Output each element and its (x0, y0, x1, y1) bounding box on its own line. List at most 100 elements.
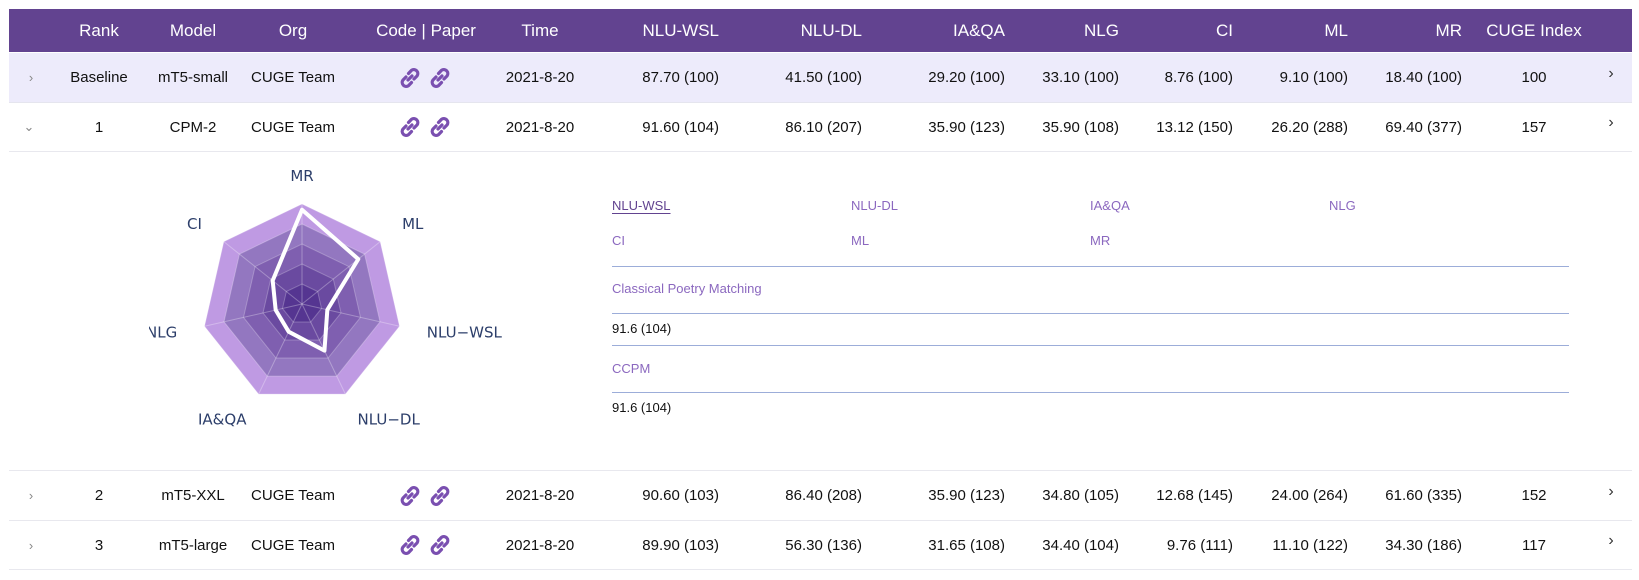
header-code-paper: Code | Paper (376, 20, 476, 40)
header-cuge-index[interactable]: CUGE Index (1486, 20, 1582, 40)
cell-links (397, 103, 453, 151)
divider (612, 392, 1569, 393)
cell-nlu-wsl: 90.60 (103) (642, 487, 719, 504)
header-nlu-wsl[interactable]: NLU-WSL (642, 20, 719, 40)
cell-time: 2021-8-20 (505, 487, 575, 504)
radar-axis-label: CI (187, 215, 202, 233)
detail-tab-ia-qa[interactable]: IA&QA (1090, 198, 1130, 213)
row-detail-panel: MR ML NLU−WSL NLU−DL IA&QA NLG CI NLU-WSL NLU-… (9, 152, 1632, 471)
cell-cuge-index: 152 (1521, 487, 1547, 504)
header-mr[interactable]: MR (1435, 20, 1462, 40)
divider (612, 266, 1569, 267)
cell-time: 2021-8-20 (505, 118, 575, 136)
cell-rank: Baseline (70, 69, 128, 86)
radar-series-line (270, 207, 361, 353)
paper-link-icon[interactable] (427, 114, 453, 140)
cell-mr: 69.40 (377) (1385, 118, 1462, 136)
cell-model: mT5-small (158, 69, 228, 86)
chevron-right-icon[interactable]: › (1608, 65, 1614, 82)
dataset-value: 91.6 (104) (612, 400, 672, 415)
code-link-icon[interactable] (397, 65, 423, 91)
detail-tab-nlu-wsl[interactable]: NLU-WSL (612, 198, 671, 213)
cell-mr: 34.30 (186) (1385, 536, 1462, 554)
chevron-right-icon[interactable]: › (1608, 483, 1614, 500)
cell-org: CUGE Team (251, 118, 335, 136)
header-ml[interactable]: ML (1324, 20, 1348, 40)
header-rank[interactable]: Rank (79, 20, 119, 40)
cell-ia-qa: 29.20 (100) (928, 69, 1005, 86)
radar-axis-label: NLU−DL (358, 410, 421, 428)
radar-axis-label: MR (290, 167, 313, 185)
cell-ia-qa: 35.90 (123) (928, 487, 1005, 504)
cell-ml: 11.10 (122) (1272, 536, 1348, 554)
radar-ring (281, 283, 323, 323)
detail-tab-ci[interactable]: CI (612, 233, 625, 248)
cell-ci: 9.76 (111) (1166, 536, 1233, 554)
table-row[interactable]: ⌄ 1 CPM-2 CUGE Team 2021-8-20 91.60 (104… (9, 103, 1632, 152)
detail-tab-mr[interactable]: MR (1090, 233, 1111, 248)
cell-ia-qa: 31.65 (108) (928, 536, 1005, 554)
cell-nlu-wsl: 91.60 (104) (642, 118, 719, 136)
cell-model: mT5-large (158, 536, 228, 554)
cell-mr: 18.40 (100) (1385, 69, 1462, 86)
paper-link-icon[interactable] (427, 483, 453, 509)
detail-tab-nlg[interactable]: NLG (1329, 198, 1356, 213)
radar-spoke (301, 241, 381, 305)
cell-mr: 61.60 (335) (1385, 487, 1462, 504)
cell-model: mT5-XXL (161, 487, 225, 504)
table-header: Rank Model Org Code | Paper Time NLU-WSL… (9, 9, 1632, 52)
cell-rank: 2 (94, 487, 104, 504)
cell-model: CPM-2 (169, 118, 217, 136)
cell-org: CUGE Team (251, 69, 335, 86)
code-link-icon[interactable] (397, 114, 423, 140)
table-row[interactable]: › 2 mT5-XXL CUGE Team 2021-8-20 90.60 (1… (9, 471, 1632, 521)
expand-toggle-icon[interactable]: › (28, 70, 34, 85)
cell-nlg: 35.90 (108) (1042, 118, 1119, 136)
cell-org: CUGE Team (251, 487, 335, 504)
cell-links (397, 521, 453, 569)
task-value: 91.6 (104) (612, 321, 672, 336)
cell-rank: 3 (94, 536, 104, 554)
table-row[interactable]: › Baseline mT5-small CUGE Team 2021-8-20… (9, 53, 1632, 103)
header-model[interactable]: Model (169, 20, 217, 40)
cell-nlu-dl: 86.40 (208) (785, 487, 862, 504)
header-ia-qa[interactable]: IA&QA (953, 20, 1005, 40)
radar-spoke (204, 303, 303, 327)
cell-time: 2021-8-20 (505, 536, 575, 554)
cell-cuge-index: 100 (1521, 69, 1547, 86)
cell-ml: 24.00 (264) (1271, 487, 1348, 504)
code-link-icon[interactable] (397, 483, 423, 509)
code-link-icon[interactable] (397, 532, 423, 558)
cell-org: CUGE Team (251, 536, 335, 554)
header-ci[interactable]: CI (1216, 20, 1233, 40)
cell-ci: 12.68 (145) (1156, 487, 1233, 504)
cell-cuge-index: 157 (1521, 118, 1547, 136)
divider (612, 345, 1569, 346)
cell-ml: 26.20 (288) (1271, 118, 1348, 136)
cell-time: 2021-8-20 (505, 69, 575, 86)
chevron-right-icon[interactable]: › (1608, 114, 1614, 131)
detail-tab-nlu-dl[interactable]: NLU-DL (851, 198, 898, 213)
cell-nlg: 34.40 (104) (1042, 536, 1119, 554)
task-label: Classical Poetry Matching (612, 281, 762, 296)
paper-link-icon[interactable] (427, 532, 453, 558)
divider (612, 313, 1569, 314)
table-row[interactable]: › 3 mT5-large CUGE Team 2021-8-20 89.90 … (9, 521, 1632, 570)
expand-toggle-icon[interactable]: › (28, 537, 34, 553)
header-time[interactable]: Time (521, 20, 559, 40)
chevron-right-icon[interactable]: › (1608, 532, 1614, 549)
cell-ia-qa: 35.90 (123) (928, 118, 1005, 136)
header-nlg[interactable]: NLG (1084, 20, 1119, 40)
cell-ci: 13.12 (150) (1156, 118, 1233, 136)
expand-toggle-icon[interactable]: › (28, 488, 34, 503)
header-org[interactable]: Org (278, 20, 308, 40)
cell-nlg: 33.10 (100) (1042, 69, 1119, 86)
cell-nlu-dl: 56.30 (136) (785, 536, 862, 554)
paper-link-icon[interactable] (427, 65, 453, 91)
cell-nlu-wsl: 89.90 (103) (642, 536, 719, 554)
dataset-label: CCPM (612, 361, 651, 376)
collapse-toggle-icon[interactable]: ⌄ (23, 119, 35, 134)
cell-rank: 1 (94, 118, 104, 136)
header-nlu-dl[interactable]: NLU-DL (800, 20, 862, 40)
detail-tab-ml[interactable]: ML (851, 233, 870, 248)
